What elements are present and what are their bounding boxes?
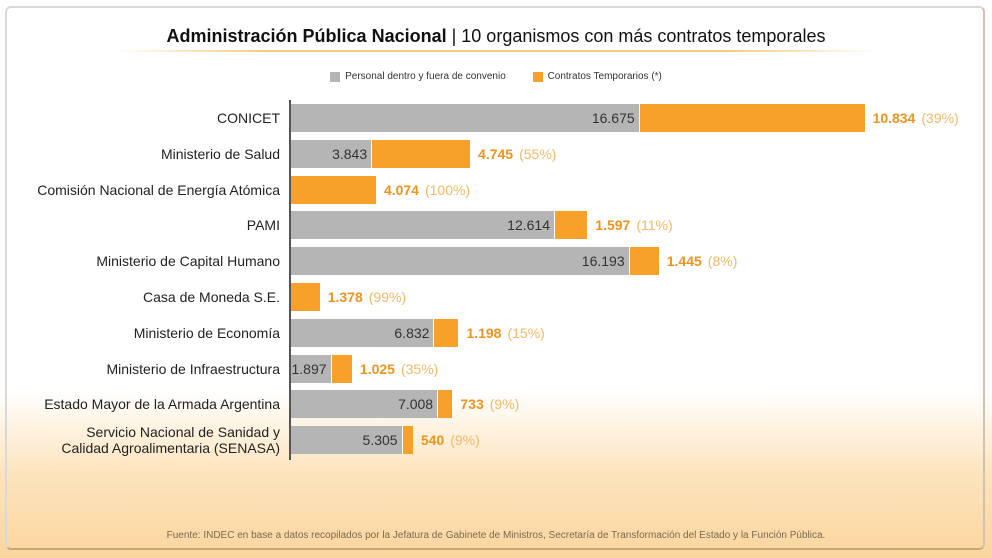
data-label-contratos: 540 (9%): [421, 426, 480, 454]
category-label: Casa de Moneda S.E.: [143, 289, 280, 305]
category-label: Estado Mayor de la Armada Argentina: [44, 396, 280, 413]
data-label-contratos-value: 540: [420, 432, 445, 449]
data-label-personal: 6.832: [394, 324, 430, 341]
bar-contratos: [371, 139, 471, 168]
category-label: Ministerio de Capital Humano: [96, 253, 280, 270]
data-label-contratos: 733 (9%): [460, 390, 519, 418]
data-label-contratos-percent: (9%): [489, 396, 520, 413]
bar-contratos: [628, 247, 659, 276]
bar-contratos: [291, 283, 320, 311]
bar-personal: [291, 318, 434, 347]
data-label-contratos: 1.597 (11%): [595, 211, 672, 239]
source-note: Fuente: INDEC en base a datos recopilado…: [166, 530, 826, 541]
category-label: Ministerio de Infraestructura: [106, 360, 280, 377]
data-label-contratos-value: 733: [460, 396, 484, 413]
data-label-contratos: 1.445 (8%): [667, 247, 738, 275]
data-label-contratos-percent: (11%): [636, 217, 673, 234]
bar-contratos: [638, 104, 865, 132]
data-label-contratos-value: 1.198: [466, 324, 502, 341]
data-label-contratos-percent: (39%): [921, 110, 959, 126]
data-label-contratos: 1.198 (15%): [466, 319, 544, 347]
data-label-contratos-value: 4.745: [478, 145, 514, 162]
data-label-personal: 3.843: [332, 145, 368, 162]
legend-item-contratos: Contratos Temporarios (*): [532, 71, 662, 82]
data-label-contratos-percent: (15%): [507, 324, 545, 341]
data-label-contratos-percent: (9%): [450, 432, 480, 449]
bar-contratos: [401, 426, 413, 455]
bar-personal: [291, 211, 554, 240]
data-label-contratos-percent: (99%): [368, 289, 407, 305]
bar-contratos: [433, 318, 459, 347]
bar-personal: [291, 426, 402, 455]
category-label: PAMI: [246, 217, 280, 234]
bar-contratos: [437, 390, 453, 419]
legend: Personal dentro y fuera de convenio Cont…: [0, 71, 992, 85]
y-axis-line: [289, 100, 291, 460]
title-underline: [115, 50, 877, 52]
chart-title-bold: Administración Pública Nacional: [166, 26, 447, 46]
data-label-contratos-percent: (35%): [400, 360, 439, 377]
legend-label-personal: Personal dentro y fuera de convenio: [345, 71, 506, 82]
data-label-personal: 5.305: [362, 432, 398, 449]
legend-swatch-gray: [330, 71, 341, 82]
bar-contratos: [330, 354, 352, 383]
bar-contratos: [291, 175, 376, 204]
legend-swatch-orange: [532, 71, 543, 82]
data-label-contratos-value: 1.378: [327, 289, 363, 305]
data-label-contratos: 4.745 (55%): [478, 140, 556, 168]
bar-personal: [291, 247, 629, 276]
data-label-contratos: 10.834 (39%): [873, 104, 959, 132]
data-label-contratos-value: 1.597: [595, 217, 631, 234]
bar-contratos: [554, 211, 588, 240]
data-label-contratos-value: 4.074: [383, 181, 419, 198]
data-label-personal: 7.008: [398, 396, 434, 413]
bar-personal: [291, 354, 331, 383]
category-label: Comisión Nacional de Energía Atómica: [37, 181, 280, 198]
data-label-contratos: 4.074 (100%): [384, 176, 470, 204]
bar-personal: [291, 139, 372, 168]
legend-item-personal: Personal dentro y fuera de convenio: [330, 71, 506, 82]
chart-title-rest: | 10 organismos con más contratos tempor…: [446, 26, 826, 46]
legend-label-contratos: Contratos Temporarios (*): [547, 71, 662, 82]
data-label-contratos-value: 1.445: [666, 253, 702, 270]
data-label-contratos-percent: (100%): [424, 181, 471, 198]
data-label-personal: 16.193: [581, 253, 625, 270]
chart-title: Administración Pública Nacional | 10 org…: [0, 26, 992, 47]
data-label-personal: 1.897: [291, 360, 327, 377]
category-label: Ministerio de Economía: [133, 324, 280, 341]
data-label-contratos-value: 1.025: [359, 360, 395, 377]
category-label: Ministerio de Salud: [160, 145, 280, 162]
bar-personal: [291, 390, 438, 419]
chart-frame: [5, 6, 985, 550]
category-label: Servicio Nacional de Sanidad y Calidad Ag…: [61, 424, 280, 457]
data-label-contratos-value: 10.834: [872, 110, 916, 126]
bar-personal: [291, 104, 639, 132]
data-label-contratos-percent: (55%): [519, 145, 557, 162]
data-label-personal: 16.675: [591, 110, 635, 126]
category-label: CONICET: [217, 110, 280, 126]
data-label-contratos: 1.025 (35%): [360, 355, 438, 383]
data-label-contratos-percent: (8%): [707, 253, 738, 270]
data-label-contratos: 1.378 (99%): [328, 283, 406, 311]
data-label-personal: 12.614: [507, 217, 550, 234]
